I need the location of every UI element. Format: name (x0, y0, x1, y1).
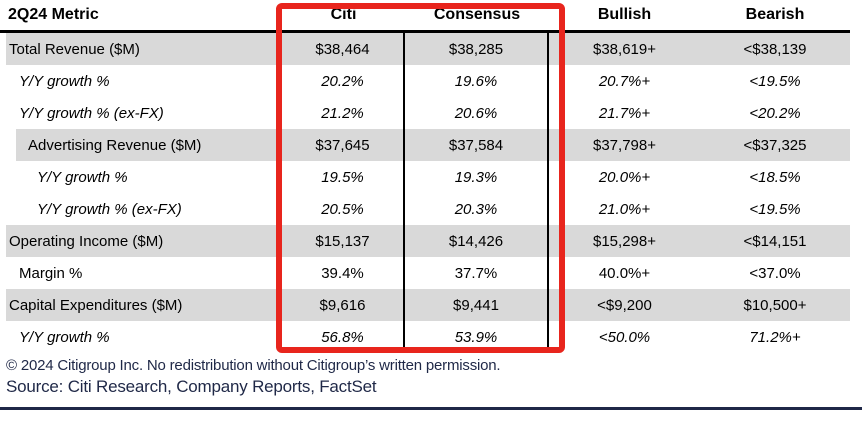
bullish-value: $37,798+ (593, 136, 656, 154)
table-row: Y/Y growth % 19.5% 19.3% 20.0%+ <18.5% (0, 161, 850, 193)
table-row: Total Revenue ($M) $38,464 $38,285 $38,6… (0, 33, 850, 65)
bullish-value: 20.7%+ (598, 72, 651, 90)
bullish-value: $15,298+ (593, 232, 656, 250)
bullish-value: 20.0%+ (598, 168, 651, 186)
table-body: Total Revenue ($M) $38,464 $38,285 $38,6… (0, 33, 850, 353)
metric-label: Advertising Revenue ($M) (28, 136, 202, 154)
column-header-citi: Citi (330, 6, 357, 23)
copyright-text: © 2024 Citigroup Inc. No redistribution … (6, 357, 501, 374)
consensus-value: $38,285 (405, 33, 549, 65)
table-row: Operating Income ($M) $15,137 $14,426 $1… (0, 225, 850, 257)
table-row: Y/Y growth % 20.2% 19.6% 20.7%+ <19.5% (0, 65, 850, 97)
bullish-value: $38,619+ (593, 40, 656, 58)
citi-value: 39.4% (282, 257, 405, 289)
citi-value: 20.5% (282, 193, 405, 225)
consensus-value: $9,441 (405, 289, 549, 321)
bullish-value: <$9,200 (597, 296, 652, 314)
consensus-value: 19.3% (405, 161, 549, 193)
bearish-value: <19.5% (749, 72, 801, 90)
bearish-value: <$37,325 (743, 136, 807, 154)
table-row: Y/Y growth % 56.8% 53.9% <50.0% 71.2%+ (0, 321, 850, 353)
citi-value: 21.2% (282, 97, 405, 129)
table-row: Margin % 39.4% 37.7% 40.0%+ <37.0% (0, 257, 850, 289)
bottom-rule (0, 407, 862, 410)
source-text: Source: Citi Research, Company Reports, … (6, 377, 377, 396)
consensus-value: 20.6% (405, 97, 549, 129)
citi-value: 19.5% (282, 161, 405, 193)
metric-label: Total Revenue ($M) (9, 40, 140, 58)
table-row: Advertising Revenue ($M) $37,645 $37,584… (0, 129, 850, 161)
metric-label: Y/Y growth % (ex-FX) (37, 200, 182, 218)
bullish-value: 40.0%+ (598, 264, 651, 282)
metric-label: Capital Expenditures ($M) (9, 296, 183, 314)
consensus-value: $37,584 (405, 129, 549, 161)
consensus-value: 20.3% (405, 193, 549, 225)
consensus-value: 37.7% (405, 257, 549, 289)
citi-value: 20.2% (282, 65, 405, 97)
metric-label: Y/Y growth % (19, 328, 110, 346)
bearish-value: <$14,151 (743, 232, 807, 250)
citi-value: $38,464 (282, 33, 405, 65)
consensus-value: $14,426 (405, 225, 549, 257)
bearish-value: <37.0% (749, 264, 801, 282)
column-header-bearish: Bearish (745, 6, 805, 23)
metric-label: Y/Y growth % (ex-FX) (19, 104, 164, 122)
bullish-value: <50.0% (598, 328, 651, 346)
metric-label: Y/Y growth % (37, 168, 128, 186)
citi-value: $9,616 (282, 289, 405, 321)
bearish-value: 71.2%+ (749, 328, 801, 346)
citi-value: $15,137 (282, 225, 405, 257)
metric-label: Operating Income ($M) (9, 232, 164, 250)
table-row: Y/Y growth % (ex-FX) 21.2% 20.6% 21.7%+ … (0, 97, 850, 129)
bullish-value: 21.0%+ (598, 200, 651, 218)
bearish-value: <$38,139 (743, 40, 807, 58)
bearish-value: <19.5% (749, 200, 801, 218)
column-header-consensus: Consensus (433, 6, 521, 23)
citi-value: $37,645 (282, 129, 405, 161)
column-header-bullish: Bullish (597, 6, 652, 23)
metric-label: Y/Y growth % (19, 72, 110, 90)
metric-label: Margin % (19, 264, 83, 282)
bearish-value: $10,500+ (743, 296, 807, 314)
citi-value: 56.8% (282, 321, 405, 353)
table-row: Capital Expenditures ($M) $9,616 $9,441 … (0, 289, 850, 321)
bearish-value: <20.2% (749, 104, 801, 122)
consensus-value: 53.9% (405, 321, 549, 353)
bearish-value: <18.5% (749, 168, 801, 186)
consensus-value: 19.6% (405, 65, 549, 97)
table-row: Y/Y growth % (ex-FX) 20.5% 20.3% 21.0%+ … (0, 193, 850, 225)
bullish-value: 21.7%+ (598, 104, 651, 122)
metrics-table: 2Q24 Metric Citi Consensus Bullish Beari… (0, 0, 850, 353)
table-header-row: 2Q24 Metric Citi Consensus Bullish Beari… (0, 0, 850, 33)
column-header-metric: 2Q24 Metric (8, 6, 99, 23)
